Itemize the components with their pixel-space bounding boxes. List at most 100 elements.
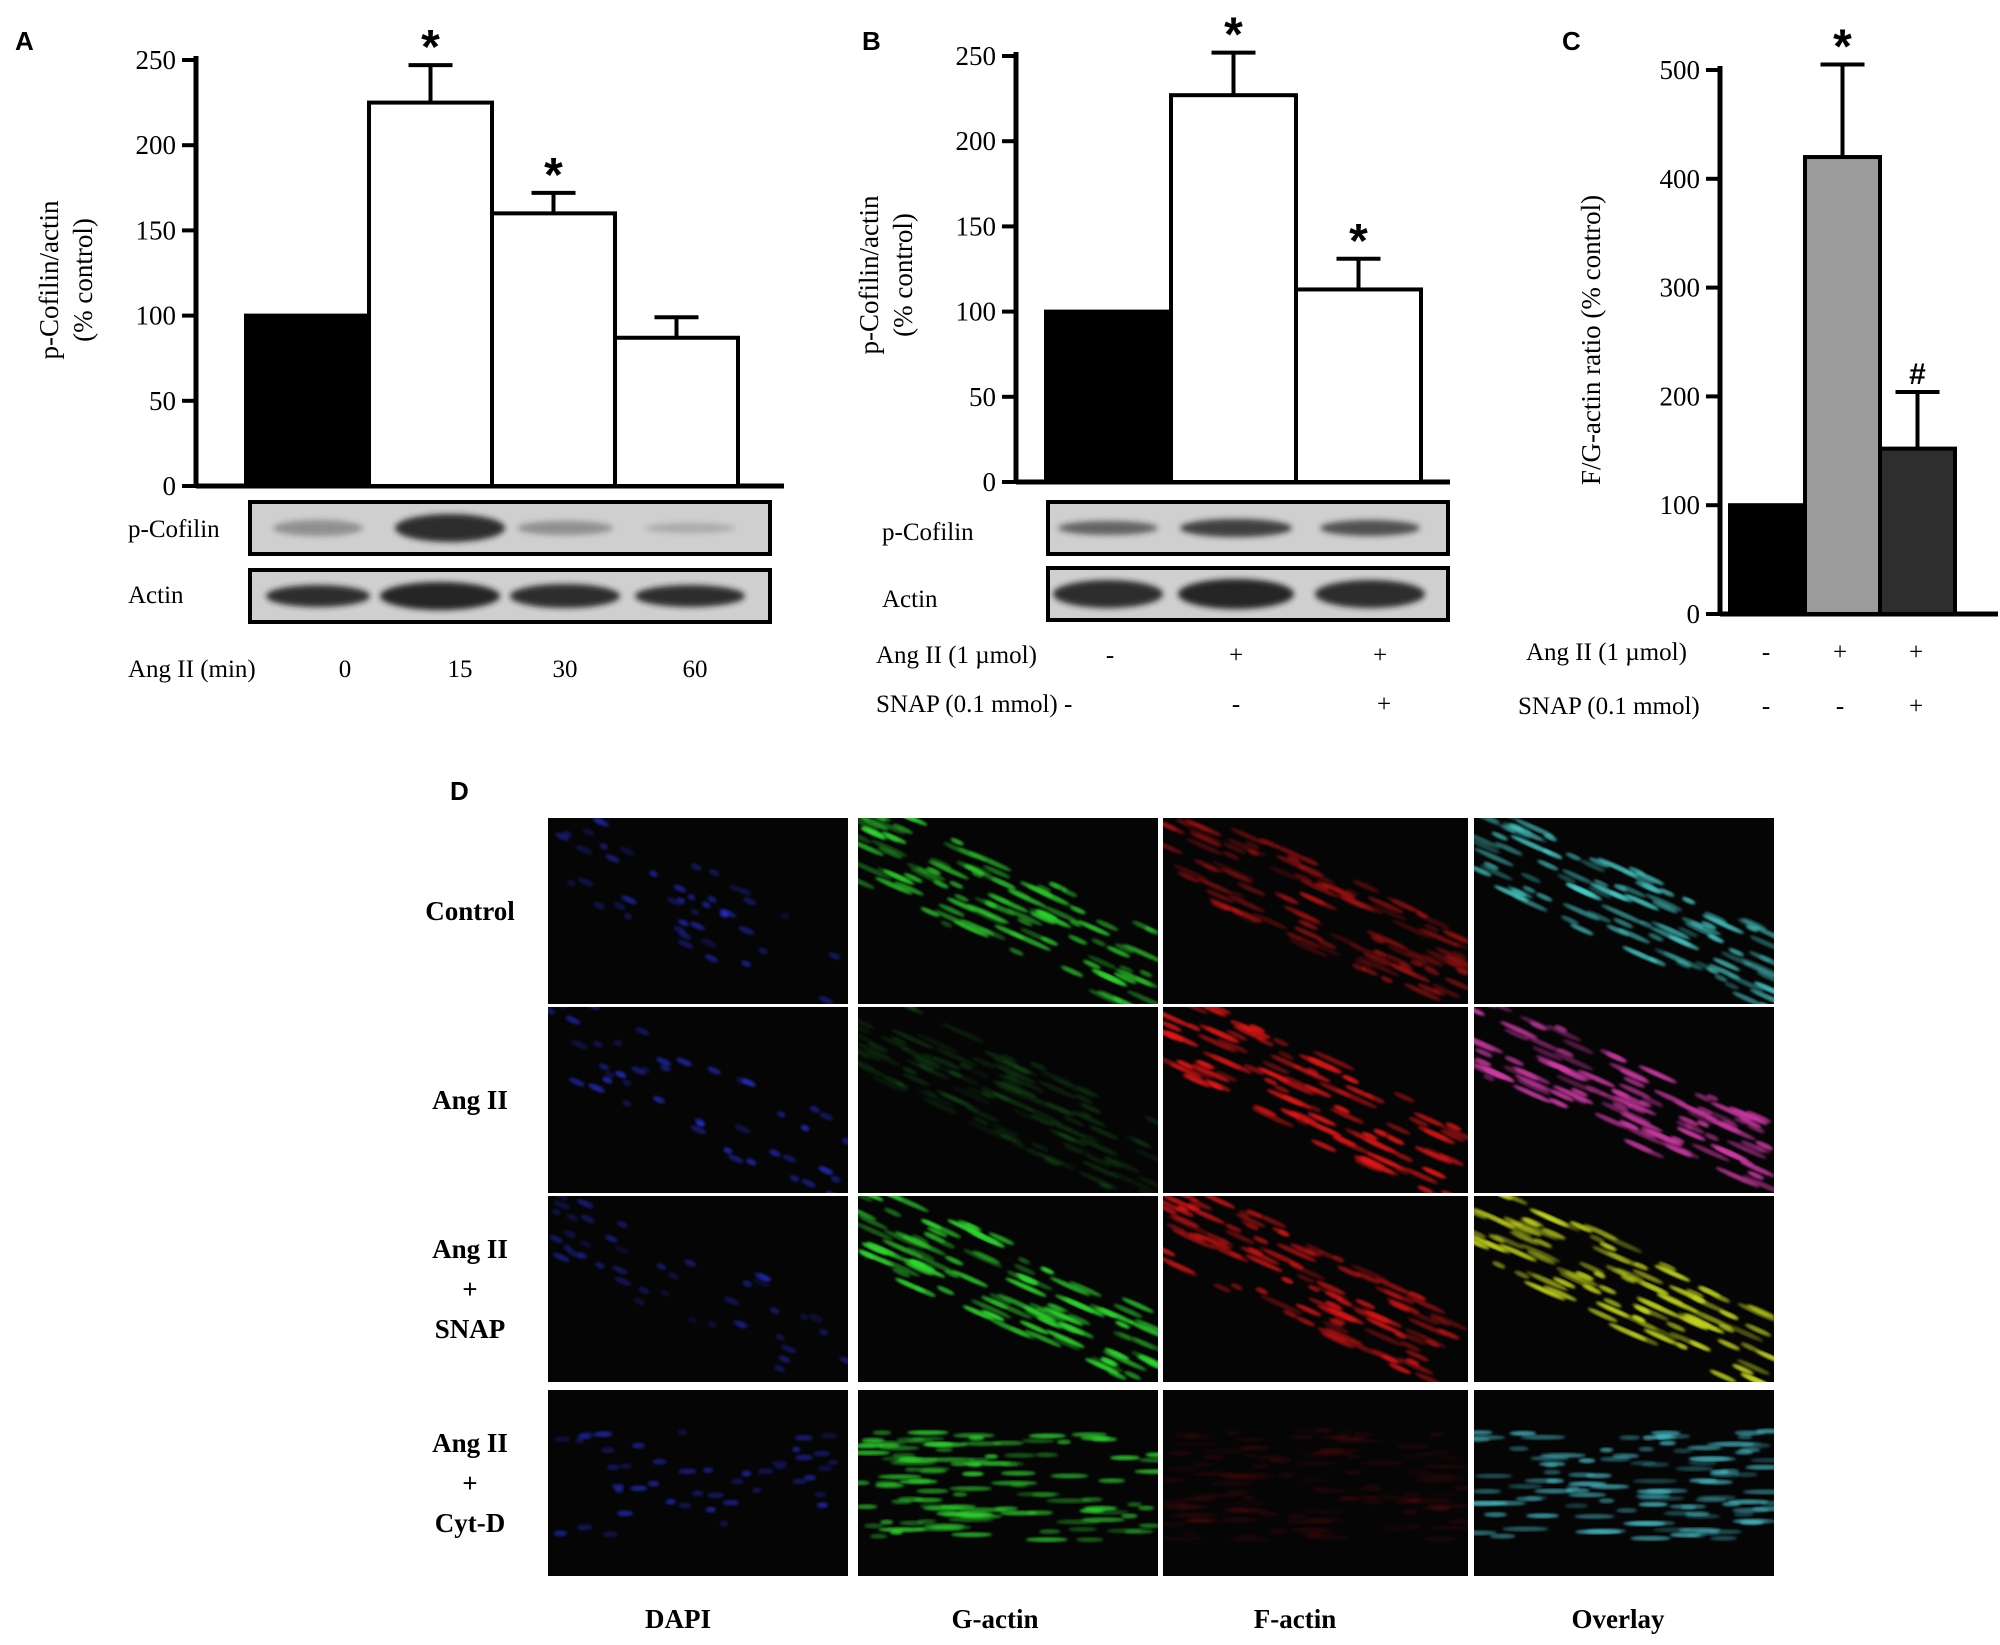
signal-speck — [630, 1485, 648, 1492]
signal-speck — [1543, 1285, 1577, 1302]
signal-speck — [922, 1097, 958, 1115]
signal-speck — [1297, 863, 1324, 877]
signal-speck — [1296, 1316, 1316, 1327]
signal-speck — [1404, 1328, 1447, 1348]
signal-speck — [758, 947, 769, 955]
signal-speck — [1759, 955, 1773, 963]
signal-speck — [1030, 1142, 1049, 1152]
signal-speck — [1168, 1512, 1214, 1518]
signal-speck — [731, 1478, 744, 1485]
signal-speck — [605, 854, 620, 863]
signal-speck — [884, 1076, 906, 1087]
signal-speck — [795, 1454, 813, 1461]
signal-speck — [1514, 1270, 1530, 1279]
signal-speck — [622, 1099, 632, 1107]
signal-speck — [1013, 1264, 1036, 1275]
signal-speck — [1516, 1078, 1551, 1095]
signal-speck — [1580, 860, 1606, 872]
signal-speck — [1121, 1513, 1138, 1519]
signal-speck — [962, 1305, 995, 1321]
micrograph-cell — [548, 818, 848, 1004]
signal-speck — [1756, 971, 1774, 983]
signal-speck — [742, 1280, 752, 1288]
signal-speck — [1306, 1056, 1343, 1073]
signal-speck — [1670, 1136, 1685, 1144]
signal-speck — [1235, 1213, 1266, 1228]
signal-speck — [1197, 877, 1234, 895]
y-tick-label: 150 — [136, 215, 177, 245]
signal-speck — [862, 826, 885, 838]
signal-speck — [1521, 873, 1541, 883]
signal-speck — [878, 1527, 926, 1533]
signal-speck — [1187, 1203, 1201, 1211]
signal-speck — [660, 1064, 671, 1072]
tissue-signal — [858, 1430, 1158, 1543]
signal-speck — [858, 1450, 891, 1456]
signal-speck — [1380, 976, 1393, 984]
signal-speck — [905, 1007, 918, 1011]
signal-speck — [1145, 1452, 1158, 1458]
signal-speck — [1646, 1130, 1683, 1147]
signal-speck — [858, 1215, 888, 1230]
signal-speck — [1742, 961, 1774, 979]
signal-speck — [1366, 1152, 1406, 1171]
signal-speck — [1507, 1483, 1543, 1489]
signal-speck — [1293, 873, 1313, 883]
signal-speck — [1025, 1147, 1043, 1157]
signal-speck — [593, 1040, 603, 1048]
signal-speck — [1445, 990, 1460, 998]
signal-speck — [892, 1267, 911, 1278]
signal-speck — [1230, 1283, 1243, 1291]
signal-speck — [1163, 822, 1177, 831]
signal-speck — [1474, 1007, 1485, 1016]
signal-speck — [1119, 965, 1134, 974]
signal-speck — [566, 1213, 578, 1222]
signal-speck — [1352, 1431, 1372, 1437]
signal-speck — [1000, 1470, 1036, 1476]
signal-speck — [1193, 1007, 1232, 1015]
tissue-signal — [858, 1007, 1158, 1193]
signal-speck — [705, 1506, 716, 1513]
signal-speck — [1526, 1250, 1556, 1265]
signal-speck — [1426, 1503, 1468, 1509]
signal-speck — [936, 1286, 955, 1295]
signal-speck — [1510, 835, 1553, 855]
signal-speck — [1025, 1537, 1068, 1543]
signal-speck — [858, 1196, 884, 1202]
signal-speck — [1474, 1229, 1487, 1239]
signal-speck — [1500, 1021, 1538, 1039]
signal-speck — [1676, 1120, 1693, 1130]
signal-speck — [1395, 1444, 1430, 1450]
signal-speck — [605, 1071, 615, 1079]
signal-speck — [1710, 1144, 1749, 1162]
signal-speck — [1504, 1056, 1524, 1066]
signal-speck — [1654, 1264, 1691, 1282]
signal-speck — [954, 894, 969, 902]
signal-speck — [729, 884, 741, 892]
row-label: Cyt-D — [435, 1508, 505, 1538]
signal-speck — [1043, 1157, 1060, 1167]
signal-speck — [1006, 908, 1043, 926]
signal-speck — [549, 1235, 563, 1244]
signal-speck — [1639, 920, 1652, 928]
micrograph-cell — [548, 1390, 848, 1576]
signal-speck — [979, 872, 1016, 890]
y-tick-label: 400 — [1660, 164, 1701, 194]
significance-mark: * — [421, 21, 440, 74]
signal-speck — [881, 831, 907, 844]
signal-speck — [1305, 1532, 1324, 1538]
signal-speck — [599, 1063, 609, 1071]
signal-speck — [1622, 1110, 1651, 1125]
signal-speck — [1511, 888, 1527, 897]
signal-speck — [1121, 1297, 1154, 1313]
signal-speck — [1524, 1281, 1566, 1301]
signal-speck — [562, 830, 573, 838]
signal-speck — [1113, 972, 1137, 984]
signal-speck — [1645, 893, 1683, 911]
signal-speck — [1677, 1312, 1721, 1332]
signal-speck — [1697, 1120, 1710, 1128]
signal-speck — [1532, 1046, 1563, 1061]
signal-speck — [1134, 1469, 1158, 1475]
signal-speck — [1215, 1070, 1238, 1082]
